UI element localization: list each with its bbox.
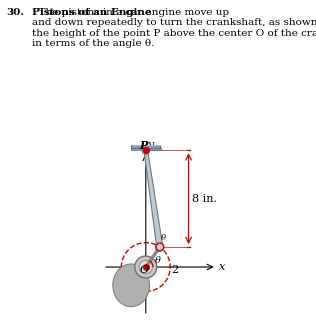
Text: 2: 2 — [171, 265, 178, 275]
Polygon shape — [144, 150, 163, 248]
Circle shape — [135, 256, 157, 278]
Text: O: O — [139, 265, 148, 275]
Text: θ: θ — [155, 256, 161, 265]
Text: y: y — [148, 140, 154, 150]
Text: θ: θ — [161, 234, 166, 242]
FancyBboxPatch shape — [131, 127, 161, 149]
Text: The pistons in a car engine move up
and down repeatedly to turn the crankshaft, : The pistons in a car engine move up and … — [32, 8, 316, 48]
Text: x: x — [219, 262, 225, 272]
Bar — [161, 97, 165, 127]
Circle shape — [139, 260, 153, 274]
Circle shape — [155, 243, 164, 251]
Bar — [131, 148, 161, 150]
Bar — [127, 97, 131, 127]
Circle shape — [142, 147, 149, 154]
Ellipse shape — [113, 264, 149, 307]
Text: P: P — [139, 140, 148, 151]
Text: Pistons of an Engine: Pistons of an Engine — [32, 8, 151, 17]
Text: 8 in.: 8 in. — [191, 194, 216, 204]
Text: 30.: 30. — [6, 8, 24, 17]
